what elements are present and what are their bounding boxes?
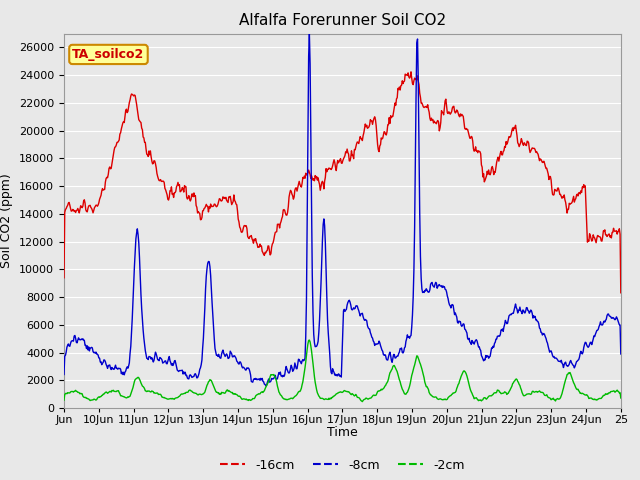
Legend: -16cm, -8cm, -2cm: -16cm, -8cm, -2cm — [215, 454, 470, 477]
Title: Alfalfa Forerunner Soil CO2: Alfalfa Forerunner Soil CO2 — [239, 13, 446, 28]
Y-axis label: Soil CO2 (ppm): Soil CO2 (ppm) — [1, 173, 13, 268]
Text: TA_soilco2: TA_soilco2 — [72, 48, 145, 61]
X-axis label: Time: Time — [327, 426, 358, 439]
